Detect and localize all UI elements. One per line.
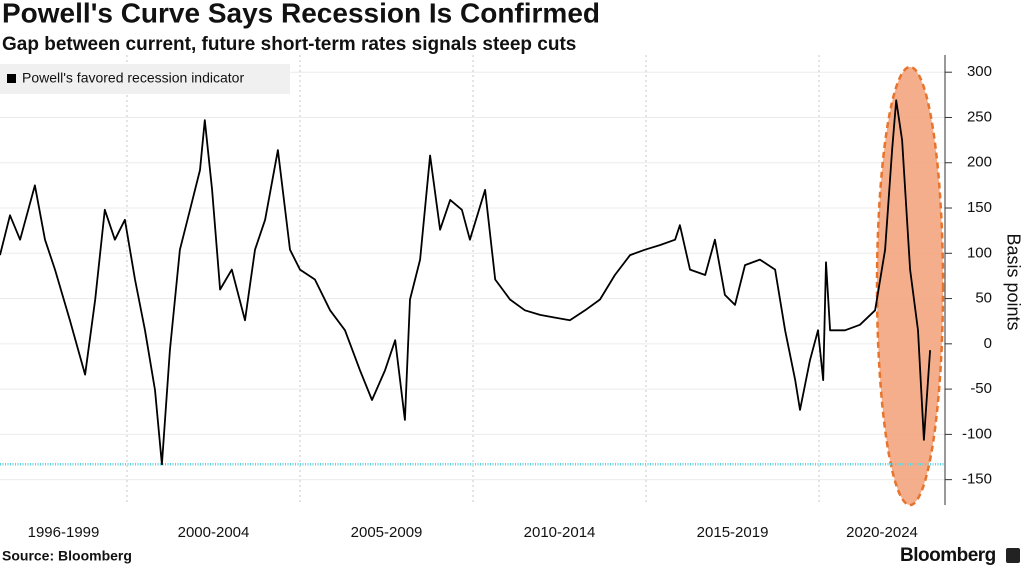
legend-label: Powell's favored recession indicator: [22, 70, 244, 86]
x-period-label: 2020-2024: [846, 524, 918, 541]
y-tick-label: 200: [967, 154, 992, 171]
y-tick-label: 50: [975, 290, 992, 307]
y-tick-label: -100: [962, 425, 992, 442]
plot-area: 300 250 200 150 100 50 0 -50 -100 -150 1996-1999 20…: [0, 55, 992, 541]
series-layer: [0, 99, 945, 466]
y-tick-label: -50: [970, 380, 992, 397]
y-tick-label: -150: [962, 471, 992, 488]
highlight-ellipse: [875, 65, 945, 507]
y-tick-label: 100: [967, 244, 992, 261]
x-period-label: 1996-1999: [28, 524, 100, 541]
y-tick-label: 0: [984, 335, 992, 352]
x-period-label: 2010-2014: [524, 524, 596, 541]
x-period-label: 2000-2004: [178, 524, 250, 541]
chart-title: Powell's Curve Says Recession Is Confirm…: [2, 0, 600, 28]
chart-subtitle: Gap between current, future short-term r…: [2, 34, 576, 55]
y-tick-label: 300: [967, 63, 992, 80]
x-period-label: 2015-2019: [697, 524, 769, 541]
y-tick-label: 150: [967, 199, 992, 216]
y-tick-label: 250: [967, 108, 992, 125]
x-period-label: 2005-2009: [351, 524, 423, 541]
brand-logo: Bloomberg: [900, 545, 996, 566]
brand-icon: [1006, 548, 1020, 563]
series-line: [0, 99, 931, 466]
legend-swatch: [7, 74, 16, 83]
legend-box: [0, 64, 290, 94]
source: Source: Bloomberg: [2, 548, 132, 564]
y-axis-label: Basis points: [1003, 233, 1023, 330]
